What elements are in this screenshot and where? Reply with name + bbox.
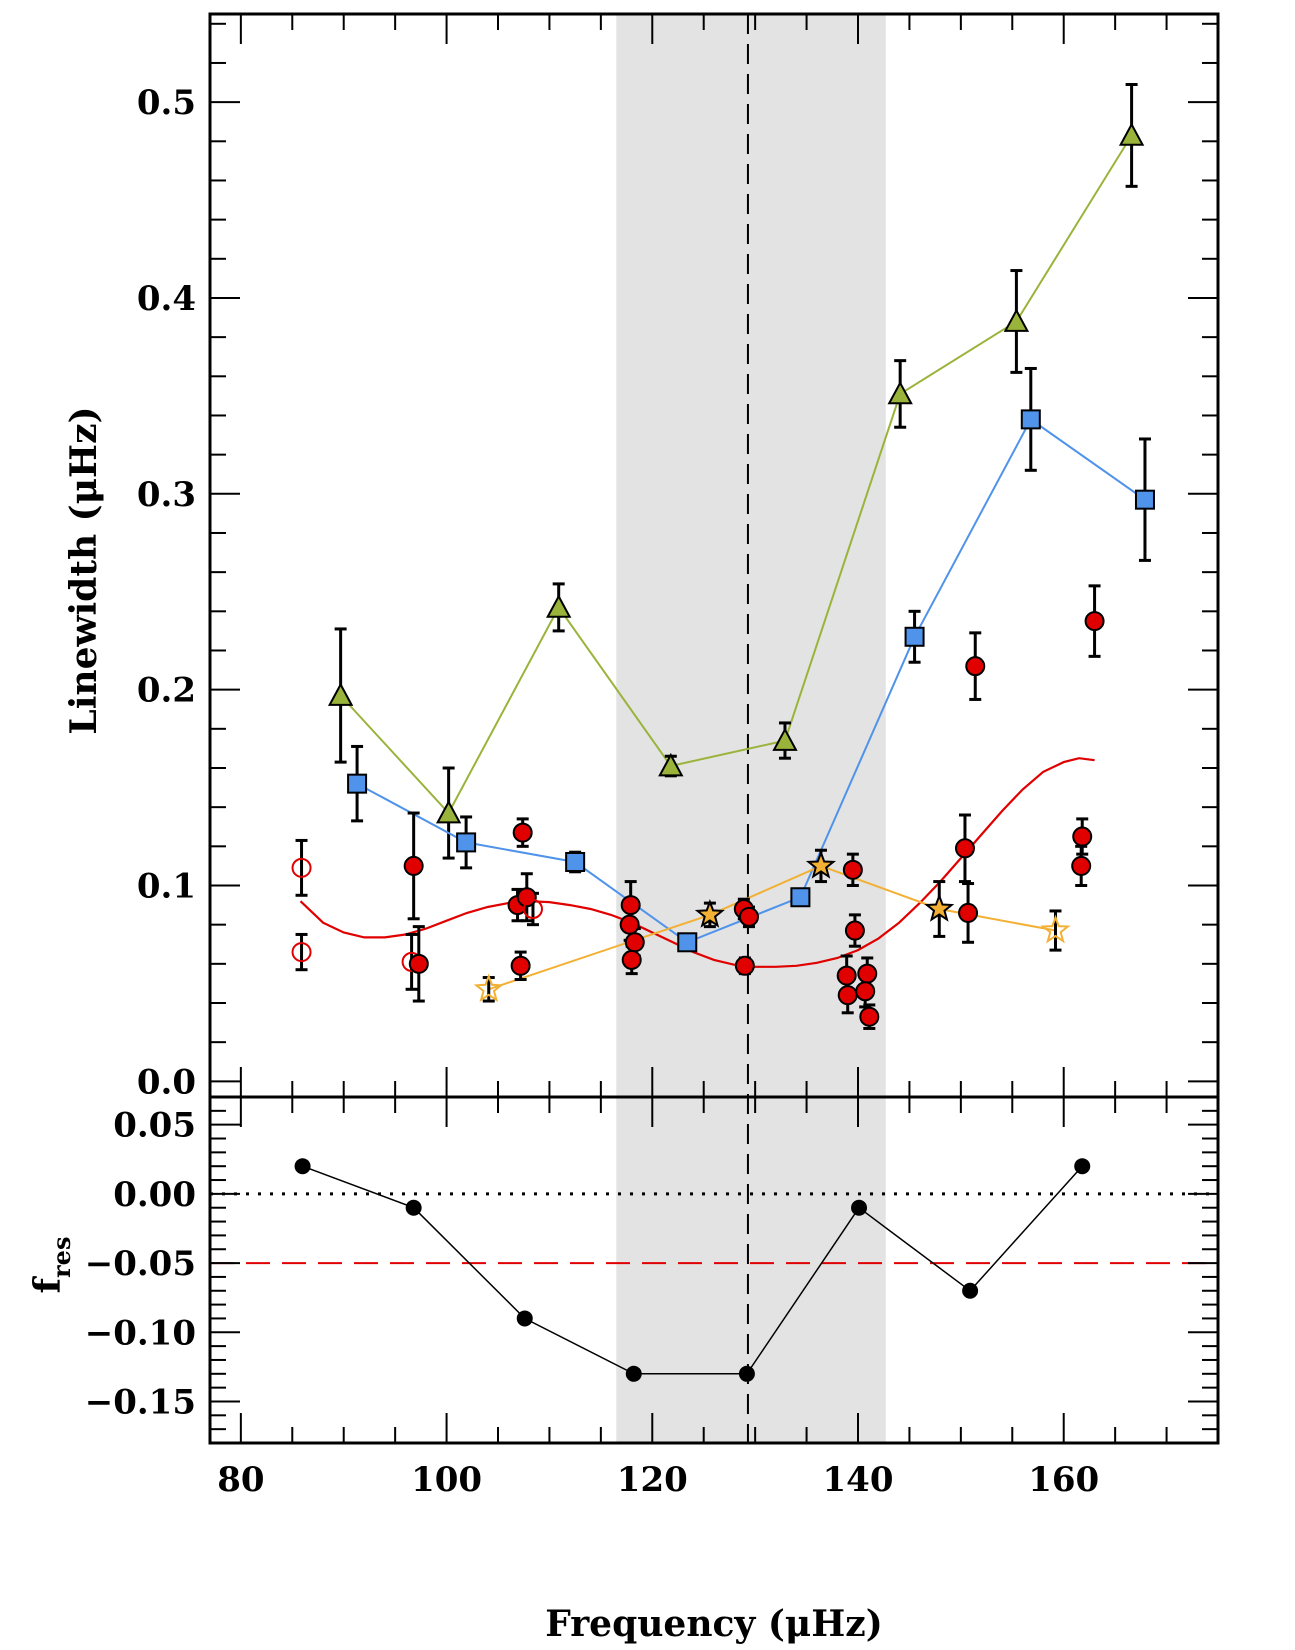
y-tick-label-top: 0.1: [137, 866, 196, 906]
square-marker: [456, 832, 477, 853]
circle-marker: [855, 981, 876, 1002]
triangle-marker: [1003, 308, 1030, 332]
circle-marker: [965, 656, 986, 677]
y-axis-label-bottom: fres: [27, 1237, 76, 1294]
y-tick-label-top: 0.5: [137, 83, 196, 123]
y-tick-label-bottom: 0.05: [113, 1106, 196, 1146]
residual-point: [962, 1282, 979, 1299]
y-tick-label-bottom: −0.05: [85, 1244, 196, 1284]
circle-marker: [1071, 855, 1092, 876]
residual-series: [294, 1158, 1091, 1382]
residual-point: [738, 1365, 755, 1382]
circle-marker: [522, 898, 543, 919]
circle-marker: [619, 914, 640, 935]
y-tick-label-bottom: −0.10: [85, 1313, 196, 1353]
square-marker: [565, 851, 586, 872]
square-marker: [1020, 409, 1041, 430]
square-marker: [790, 887, 811, 908]
y-tick-label-top: 0.3: [137, 475, 196, 515]
y-axis-label-top: Linewidth (μHz): [63, 406, 105, 734]
circle-marker: [624, 932, 645, 953]
circle-marker: [857, 963, 878, 984]
shaded-frequency-band: [616, 14, 886, 1443]
triangle-marker: [887, 380, 913, 405]
circle-marker: [291, 857, 312, 878]
residual-point: [516, 1310, 533, 1327]
series-layer: [291, 83, 1155, 1382]
x-axis-label: Frequency (μHz): [545, 1603, 882, 1645]
circle-marker: [291, 942, 312, 963]
square-marker: [1134, 489, 1155, 510]
residual-line: [302, 1165, 1083, 1375]
circle-marker: [621, 949, 642, 970]
circle-marker: [516, 887, 537, 908]
circle-marker: [620, 895, 641, 916]
residual-point: [1074, 1158, 1091, 1175]
triangle-marker: [1118, 122, 1145, 146]
triangle-marker: [435, 799, 462, 824]
x-tick-label: 140: [823, 1460, 894, 1500]
circle-marker: [738, 906, 759, 927]
circle-marker: [837, 985, 858, 1006]
triangle-marker: [658, 752, 684, 777]
residual-point: [405, 1199, 422, 1216]
series-circle: [291, 584, 1105, 1030]
circle-marker: [954, 838, 975, 859]
triangle-marker: [546, 594, 572, 618]
residual-point: [625, 1365, 642, 1382]
y-axis-label-bottom-main: f: [27, 1275, 69, 1293]
circle-marker: [1084, 611, 1105, 632]
circle-marker: [958, 902, 979, 923]
shaded-band-layer: [616, 14, 886, 1443]
circle-marker: [734, 955, 755, 976]
square-marker: [347, 773, 368, 794]
circle-marker: [403, 855, 424, 876]
residual-point: [294, 1158, 311, 1175]
circle-marker: [844, 920, 865, 941]
circle-marker: [859, 1006, 880, 1027]
triangle-marker: [772, 727, 798, 751]
series-line-triangle: [339, 134, 1133, 815]
circle-marker: [512, 822, 533, 843]
square-marker: [904, 626, 925, 647]
circle-marker: [408, 953, 429, 974]
y-tick-label-bottom: −0.15: [85, 1382, 196, 1422]
star-marker: [473, 973, 504, 1003]
circle-marker: [1072, 826, 1093, 847]
star-marker: [805, 850, 836, 879]
y-tick-label-bottom: 0.00: [113, 1175, 196, 1215]
star-marker: [1040, 914, 1071, 944]
y-tick-label-top: 0.2: [137, 671, 196, 711]
star-marker: [924, 893, 955, 922]
y-axis-label-bottom-subscript: res: [47, 1237, 76, 1278]
circle-marker: [836, 965, 857, 986]
x-tick-label: 160: [1028, 1460, 1099, 1500]
axes-frame-layer: [208, 12, 1220, 1445]
square-marker: [677, 932, 698, 953]
series-triangle: [327, 83, 1145, 860]
y-tick-label-top: 0.0: [137, 1062, 196, 1102]
x-tick-label: 80: [217, 1460, 264, 1500]
tick-labels-layer: 0.0 0.1 0.2 0.3 0.4 0.5 0.05 0.00 −0.05 −0.10 −0.1…: [85, 83, 1100, 1500]
triangle-marker: [327, 682, 354, 706]
circle-marker: [842, 859, 863, 880]
residual-point: [851, 1199, 868, 1216]
star-marker: [694, 899, 725, 928]
x-tick-label: 100: [411, 1460, 482, 1500]
y-tick-label-top: 0.4: [137, 279, 196, 319]
circle-marker: [510, 955, 531, 976]
x-tick-label: 120: [617, 1460, 688, 1500]
